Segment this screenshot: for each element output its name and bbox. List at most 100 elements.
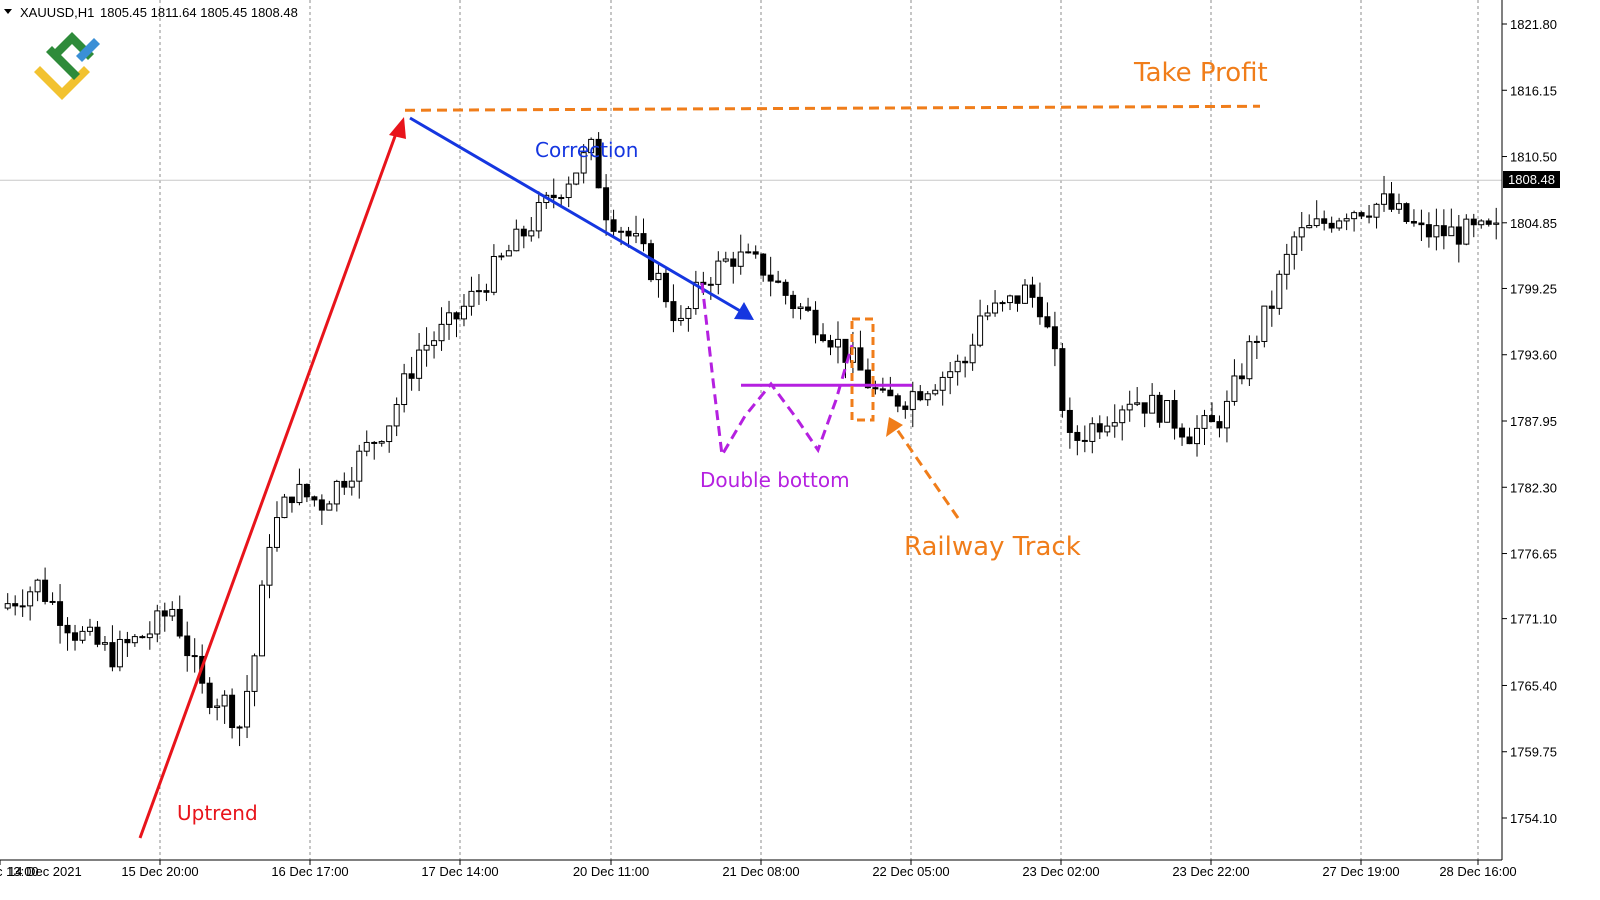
candle-body (214, 705, 221, 708)
candle-body (805, 306, 812, 311)
candle-body (505, 250, 512, 257)
candle-body (969, 344, 976, 364)
candle-body (767, 274, 774, 282)
candle-body (1149, 394, 1156, 414)
price-axis[interactable]: 1821.80 1816.15 1810.50 1804.85 1799.25 1793.… (1501, 0, 1557, 860)
candle-body (131, 636, 138, 644)
candle-body (1321, 218, 1328, 224)
uptrend-arrow (138, 127, 400, 839)
candle-body (236, 726, 243, 729)
candle-body (1336, 220, 1343, 229)
candle-body (1366, 215, 1373, 218)
uptrend-label: Uptrend (177, 801, 258, 825)
candle-body (1231, 375, 1238, 402)
candle-body (520, 228, 527, 237)
candle-body (161, 610, 168, 617)
candle-body (86, 626, 93, 632)
candle-body (1066, 409, 1073, 433)
candle-body (707, 283, 714, 286)
candle-body (4, 603, 11, 609)
time-tick-label: 22 Dec 05:00 (872, 864, 949, 879)
candle-body (827, 340, 834, 348)
candle-body (692, 281, 699, 310)
candle-body (1343, 218, 1350, 222)
candle-body (1104, 425, 1111, 433)
candle-body (288, 496, 295, 504)
candle-body (1328, 222, 1335, 229)
candle-body (12, 603, 19, 607)
candle-body (932, 389, 939, 395)
price-tick-label: 1782.30 (1510, 480, 1557, 495)
candle-body (109, 642, 116, 668)
time-tick-label: 15 Dec 20:00 (121, 864, 198, 879)
candle-body (857, 347, 864, 371)
time-tick-label: 23 Dec 02:00 (1022, 864, 1099, 879)
candle-body (460, 305, 467, 320)
candle-body (1119, 409, 1126, 424)
chart-menu-triangle-icon[interactable] (4, 9, 12, 14)
candle-body (1156, 394, 1163, 423)
candle-body (401, 373, 408, 406)
candle-body (565, 183, 572, 199)
time-tick-label: 14 Dec 2021 (8, 864, 82, 879)
candle-body (1448, 226, 1455, 237)
candle-body (1141, 402, 1148, 414)
candle-body (535, 202, 542, 232)
candle-body (1029, 284, 1036, 298)
candle-body (939, 376, 946, 391)
candle-body (19, 605, 26, 608)
candle-body (221, 694, 228, 707)
candle-body (1044, 316, 1051, 328)
candle-body (550, 194, 557, 199)
railway-track-arrowhead (886, 417, 903, 437)
candle-body (1440, 225, 1447, 237)
uptrend-arrowhead (389, 117, 406, 139)
candle-body (625, 230, 632, 237)
candle-body (94, 626, 101, 645)
candle-body (1051, 326, 1058, 350)
price-tick-label: 1754.10 (1510, 811, 1557, 826)
candle-body (879, 388, 886, 391)
annotation-layer: Uptrend Correction Take Profit Double bo… (138, 58, 1268, 839)
candle-body (670, 301, 677, 322)
candle-body (1306, 225, 1313, 229)
candle-body (483, 290, 490, 293)
candle-body (184, 635, 191, 657)
candle-body (1433, 225, 1440, 238)
candle-body (1358, 212, 1365, 217)
candle-body (64, 624, 71, 634)
price-tick-label: 1821.80 (1510, 17, 1557, 32)
candle-body (468, 290, 475, 307)
price-tick-label: 1816.15 (1510, 83, 1557, 98)
candle-body (1463, 218, 1470, 245)
candle-body (1246, 341, 1253, 380)
candle-body (1351, 212, 1358, 220)
candle-body (101, 642, 108, 645)
railway-track-label: Railway Track (904, 532, 1081, 562)
candle-body (558, 197, 565, 200)
candle-body (715, 260, 722, 285)
candle-body (618, 230, 625, 233)
candle-body (318, 499, 325, 511)
candle-body (1261, 305, 1268, 342)
price-tick-label: 1765.40 (1510, 678, 1557, 693)
candle-body (647, 243, 654, 281)
candle-body (386, 425, 393, 443)
candle-body (1470, 218, 1477, 226)
candle-body (408, 373, 415, 379)
candle-body (947, 371, 954, 378)
time-tick-label: 23 Dec 22:00 (1172, 864, 1249, 879)
price-tick-label: 1793.60 (1510, 348, 1557, 363)
railway-track-box (850, 317, 875, 422)
candle-body (79, 630, 86, 641)
time-tick-label: 16 Dec 17:00 (271, 864, 348, 879)
candle-body (864, 369, 871, 389)
litefinance-logo-icon (34, 32, 100, 100)
candle-body (1216, 421, 1223, 429)
candle-body (341, 480, 348, 488)
candle-body (206, 682, 213, 708)
candle-body (760, 253, 767, 276)
candle-body (1425, 224, 1432, 238)
time-axis[interactable]: 14 Dec 2021 15 Dec 20:00 16 Dec 17:00 17 De… (0, 859, 1517, 879)
candle-body (446, 312, 453, 325)
